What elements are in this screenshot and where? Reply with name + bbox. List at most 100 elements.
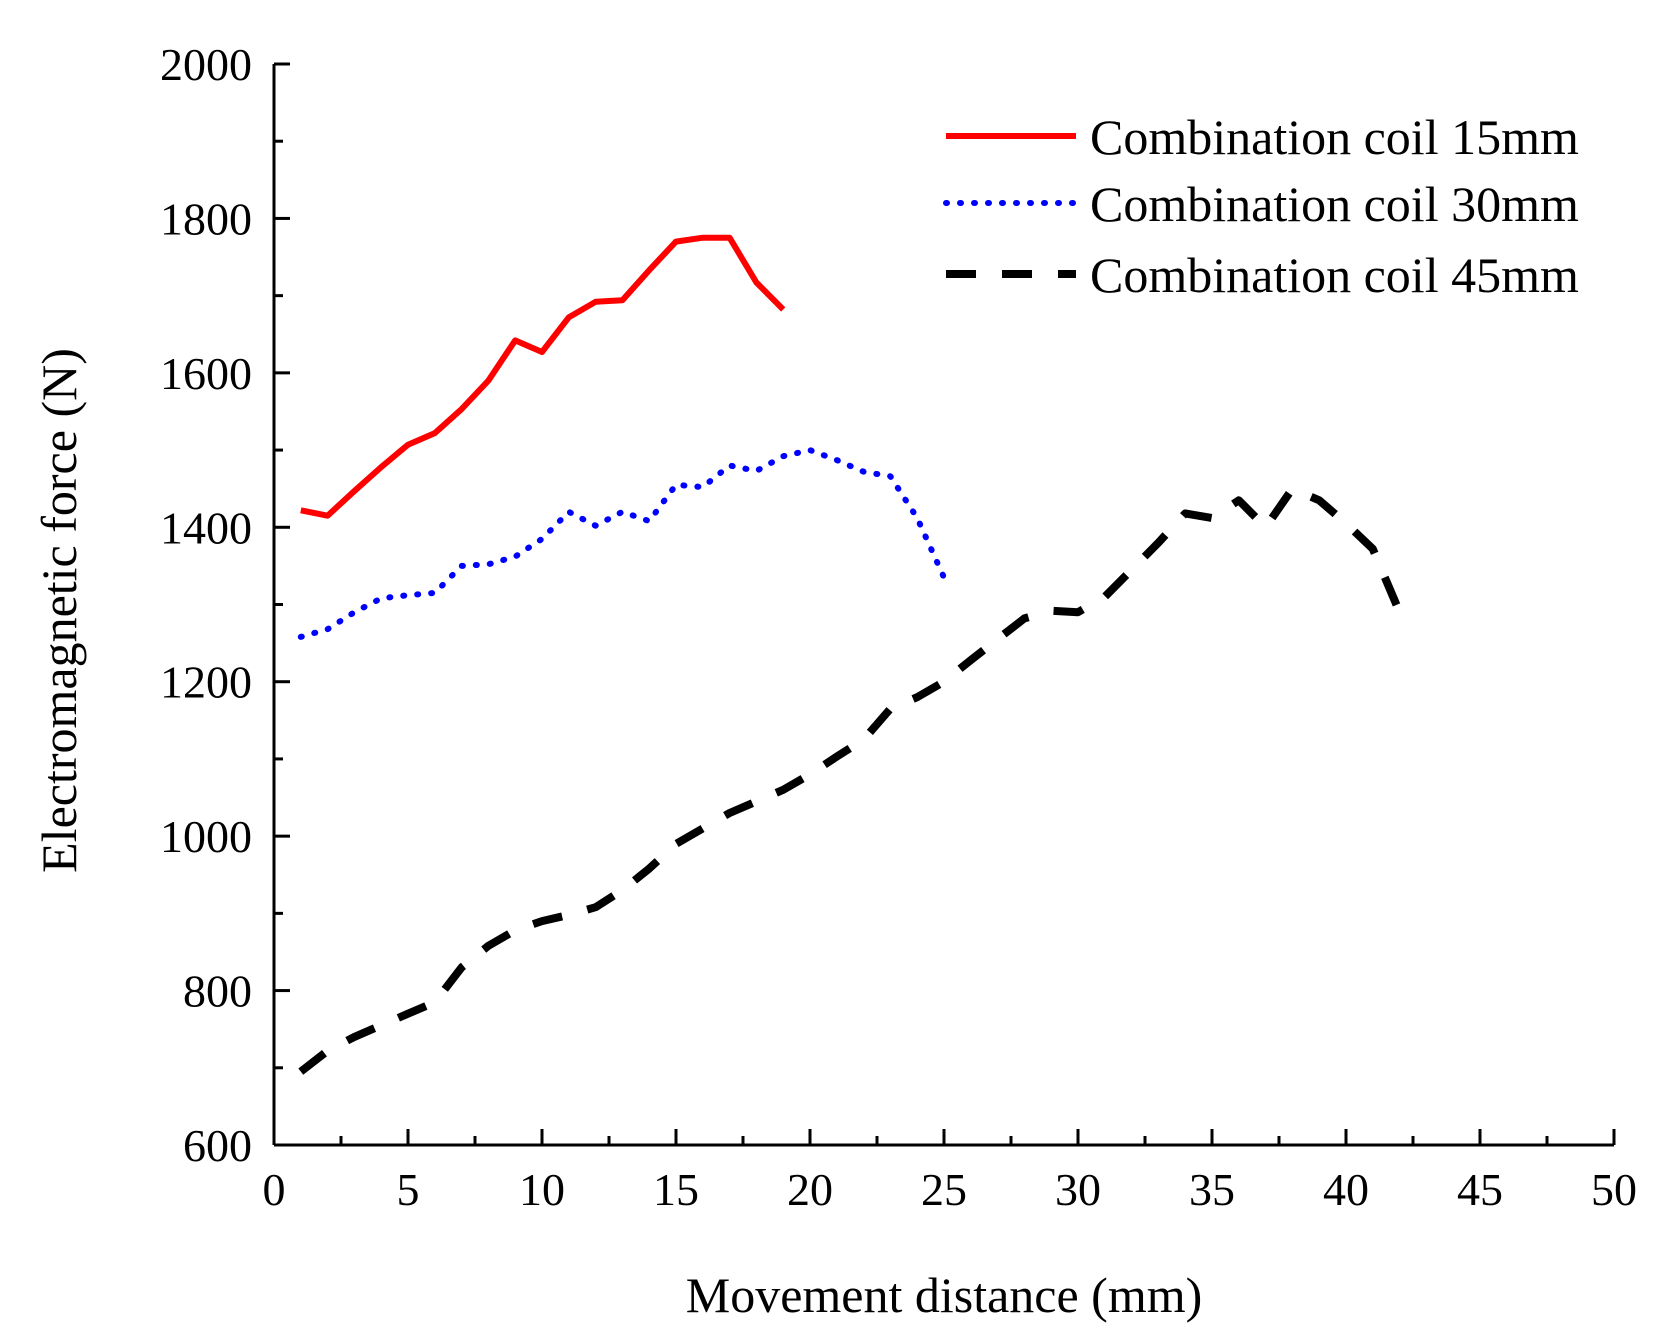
series-1-point xyxy=(701,236,705,240)
series-line-2 xyxy=(297,447,947,640)
series-2-point xyxy=(915,516,919,520)
series-3-point xyxy=(406,1012,410,1016)
legend: Combination coil 15mm Combination coil 30… xyxy=(943,109,1579,303)
series-2-point xyxy=(835,458,839,462)
series-2-point xyxy=(406,593,410,597)
series-3-point xyxy=(1344,521,1348,525)
series-1-point xyxy=(754,281,758,285)
x-tick-label: 20 xyxy=(787,1164,833,1215)
series-1-point xyxy=(433,431,437,435)
series-3-point xyxy=(594,905,598,909)
x-tick-label: 15 xyxy=(653,1164,699,1215)
y-tick-label: 800 xyxy=(183,966,252,1017)
series-2-point xyxy=(728,464,732,468)
series-3-point xyxy=(1076,610,1080,614)
y-tick-label: 2000 xyxy=(160,39,252,90)
series-3-point xyxy=(862,738,866,742)
series-3-point xyxy=(754,799,758,803)
series-3-point xyxy=(433,1000,437,1004)
series-3-point xyxy=(728,811,732,815)
series-2-point xyxy=(460,564,464,568)
series-3-point xyxy=(996,637,1000,641)
series-3-point xyxy=(1183,511,1187,515)
series-1-point xyxy=(460,407,464,411)
series-3-point xyxy=(540,919,544,923)
y-tick-label: 1000 xyxy=(160,811,252,862)
series-2-point xyxy=(674,483,678,487)
series-3-point xyxy=(1156,541,1160,545)
series-1-point xyxy=(540,350,544,354)
series-3-point xyxy=(513,928,517,932)
x-tick-label: 25 xyxy=(921,1164,967,1215)
series-2-point xyxy=(486,562,490,566)
x-axis-title: Movement distance (mm) xyxy=(686,1267,1203,1323)
series-2-point xyxy=(781,454,785,458)
series-2-point xyxy=(540,537,544,541)
series-2-point xyxy=(379,596,383,600)
series-3-point xyxy=(299,1070,303,1074)
series-1-point xyxy=(513,338,517,342)
series-1-point xyxy=(352,489,356,493)
series-2-point xyxy=(862,470,866,474)
y-tick-label: 1600 xyxy=(160,348,252,399)
series-2-point xyxy=(647,519,651,523)
series-2-point xyxy=(433,591,437,595)
series-1-point xyxy=(647,268,651,272)
series-2-point xyxy=(808,448,812,452)
x-tick-label: 10 xyxy=(519,1164,565,1215)
series-2-point xyxy=(513,555,517,559)
series-3-point xyxy=(352,1035,356,1039)
series-1-point xyxy=(594,300,598,304)
series-3-point xyxy=(1103,595,1107,599)
series-3-point xyxy=(486,944,490,948)
series-2-point xyxy=(942,575,946,579)
y-tick-label: 1400 xyxy=(160,502,252,553)
series-2-point xyxy=(567,510,571,514)
series-3-point xyxy=(888,707,892,711)
series-2-point xyxy=(326,627,330,631)
series-line-3 xyxy=(298,484,1404,1075)
series-1-point xyxy=(406,443,410,447)
series-2-point xyxy=(299,635,303,639)
series-3-point xyxy=(1290,487,1294,491)
series-3-point xyxy=(1210,516,1214,520)
legend-label-3: Combination coil 45mm xyxy=(1090,247,1579,303)
series-3-point xyxy=(567,913,571,917)
series-3-point xyxy=(701,826,705,830)
series-1-point xyxy=(326,514,330,518)
y-tick-label: 1800 xyxy=(160,193,252,244)
series-3-point xyxy=(379,1023,383,1027)
x-tick-label: 50 xyxy=(1591,1164,1637,1215)
x-tick-label: 45 xyxy=(1457,1164,1503,1215)
series-2-point xyxy=(594,524,598,528)
y-tick-label: 600 xyxy=(183,1120,252,1171)
series-3-point xyxy=(460,965,464,969)
x-tick-label: 40 xyxy=(1323,1164,1369,1215)
series-3-point xyxy=(1398,610,1402,614)
series-1-point xyxy=(567,315,571,319)
series-3-point xyxy=(1049,609,1053,613)
series-3-point xyxy=(808,772,812,776)
series-3-point xyxy=(915,695,919,699)
series-3-point xyxy=(1371,547,1375,551)
series-3-point xyxy=(647,867,651,871)
series-3-point xyxy=(1264,525,1268,529)
series-2-point xyxy=(888,474,892,478)
series-1-point xyxy=(620,298,624,302)
x-tick-label: 35 xyxy=(1189,1164,1235,1215)
series-3-point xyxy=(674,842,678,846)
series-1-point xyxy=(486,379,490,383)
series-1-point xyxy=(674,240,678,244)
x-tick-label: 0 xyxy=(263,1164,286,1215)
series-3-point xyxy=(781,788,785,792)
series-3-point xyxy=(1237,498,1241,502)
legend-label-1: Combination coil 15mm xyxy=(1090,109,1579,165)
x-tick-label: 5 xyxy=(397,1164,420,1215)
series-2-point xyxy=(352,610,356,614)
series-3-point xyxy=(835,755,839,759)
series-3-point xyxy=(1130,568,1134,572)
series-1-point xyxy=(728,236,732,240)
series-1-point xyxy=(781,308,785,312)
series-3-point xyxy=(969,658,973,662)
